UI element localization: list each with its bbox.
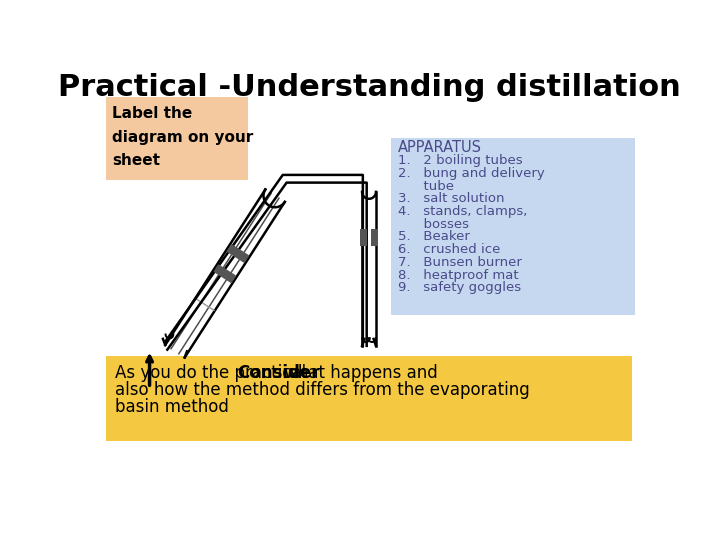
Text: 4.   stands, clamps,: 4. stands, clamps, [398, 205, 528, 218]
Text: APPARATUS: APPARATUS [398, 140, 482, 156]
Text: 1.   2 boiling tubes: 1. 2 boiling tubes [398, 154, 523, 167]
Text: Practical -Understanding distillation: Practical -Understanding distillation [58, 73, 680, 103]
Bar [360, 229, 367, 246]
Text: Label the
diagram on your
sheet: Label the diagram on your sheet [112, 106, 253, 168]
Text: Consider: Consider [238, 364, 320, 382]
Bar [371, 229, 378, 246]
Text: tube: tube [398, 180, 454, 193]
Text: 8.   heatproof mat: 8. heatproof mat [398, 268, 519, 281]
Bar [390, 138, 636, 315]
Text: 7.   Bunsen burner: 7. Bunsen burner [398, 256, 522, 269]
Text: bosses: bosses [398, 218, 469, 231]
Text: 6.   crushed ice: 6. crushed ice [398, 243, 500, 256]
Bar [106, 356, 632, 441]
Text: 5.   Beaker: 5. Beaker [398, 231, 470, 244]
Text: also how the method differs from the evaporating: also how the method differs from the eva… [115, 381, 530, 399]
Text: 9.   safety goggles: 9. safety goggles [398, 281, 521, 294]
Bar [106, 97, 248, 180]
Text: what happens and: what happens and [279, 364, 438, 382]
Text: 2.   bung and delivery: 2. bung and delivery [398, 167, 545, 180]
Bar [228, 245, 248, 262]
Text: As you do the practical: As you do the practical [115, 364, 311, 382]
Bar [215, 265, 235, 282]
Text: 3.   salt solution: 3. salt solution [398, 192, 505, 205]
Text: basin method: basin method [115, 397, 229, 416]
